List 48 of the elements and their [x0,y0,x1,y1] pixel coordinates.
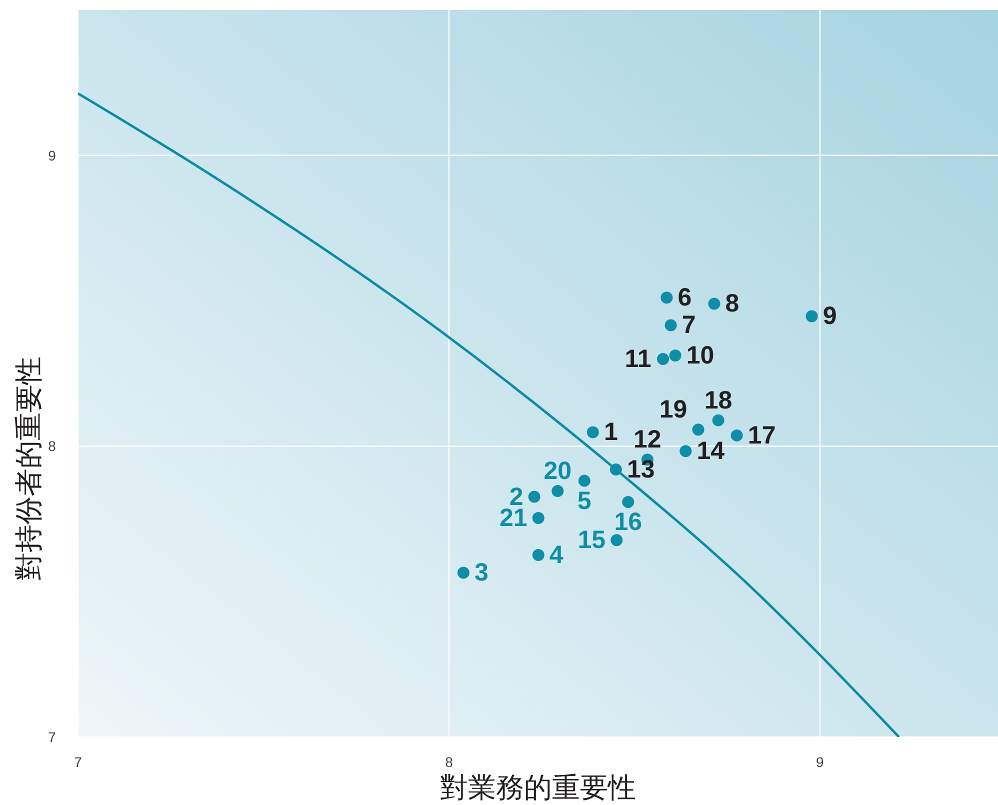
annotation: 18 [704,386,732,414]
annotation: 16 [614,508,642,536]
point [730,429,743,442]
annotation: 11 [624,344,652,373]
annotation: 8 [725,290,740,318]
annotation: 19 [659,396,688,424]
point [528,490,540,503]
y-tick-label: 9 [48,147,56,164]
point [806,310,818,322]
point [708,298,720,310]
point [457,566,470,579]
point [586,426,599,438]
point [532,512,544,524]
annotation: 15 [578,526,606,554]
annotation: 12 [634,426,662,454]
annotation: 3 [474,558,488,587]
annotation: 14 [696,437,725,466]
point [664,319,677,332]
point [692,424,704,436]
annotation: 5 [577,486,592,515]
point [552,484,564,497]
x-tick-label: 7 [74,754,82,770]
annotation: 13 [626,455,655,484]
y-axis-title: 對持份者的重要性 [12,356,45,580]
point [669,349,682,362]
y-tick-label: 7 [48,728,56,745]
line-series [78,92,900,737]
point [712,414,724,426]
point [657,352,670,365]
annotation: 6 [678,284,692,312]
annotation: 20 [544,456,572,485]
annotation: 21 [499,504,528,532]
point [532,548,544,561]
point [610,534,623,546]
x-tick-label: 9 [816,754,824,770]
annotation: 1 [604,418,618,446]
annotation: 7 [682,311,696,340]
annotation: 4 [549,540,564,569]
point [660,292,673,304]
x-axis-title: 對業務的重要性 [440,771,636,804]
point [680,445,692,458]
annotation: 17 [748,421,776,450]
annotation: 9 [822,302,837,330]
y-tick-label: 8 [48,438,56,454]
point [578,474,590,487]
x-tick-label: 8 [445,754,454,770]
annotation: 10 [686,341,714,370]
point [622,496,634,508]
